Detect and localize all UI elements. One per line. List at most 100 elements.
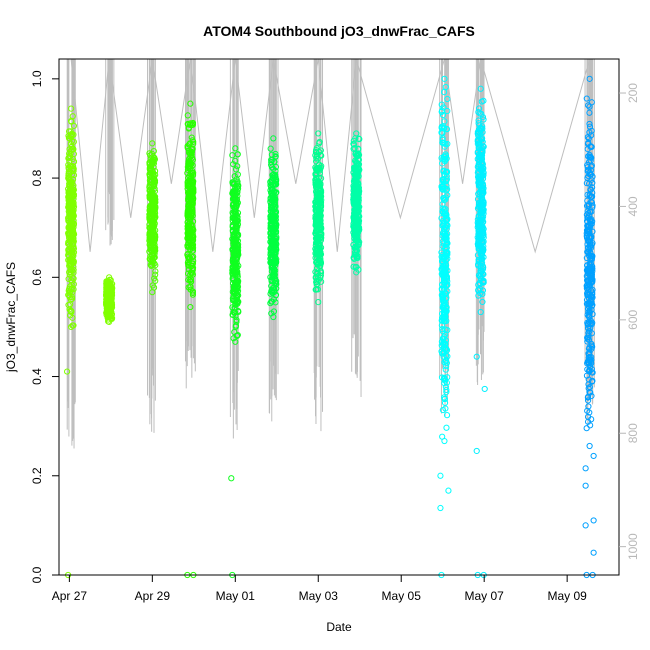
data-point xyxy=(439,229,447,237)
data-point xyxy=(352,150,360,157)
y-tick-label: 0.6 xyxy=(30,269,44,286)
y-right-tick-label: 1000 xyxy=(626,533,640,560)
data-point xyxy=(186,141,193,148)
x-tick-label: Apr 29 xyxy=(135,589,171,603)
data-point xyxy=(316,140,323,147)
data-point xyxy=(586,171,594,178)
data-point xyxy=(269,209,276,217)
data-point xyxy=(588,342,595,349)
data-point xyxy=(65,239,72,246)
data-point xyxy=(269,289,276,296)
data-point xyxy=(443,168,451,175)
data-point xyxy=(187,193,194,200)
data-point-max xyxy=(106,274,113,281)
data-point xyxy=(229,246,236,253)
data-series xyxy=(63,105,78,579)
data-point xyxy=(185,164,192,171)
data-point xyxy=(233,289,240,297)
data-point xyxy=(350,198,357,205)
chart-title: ATOM4 Southbound jO3_dnwFrac_CAFS xyxy=(203,23,475,39)
x-tick-label: May 09 xyxy=(547,589,587,603)
data-point-outlier xyxy=(582,522,589,529)
data-point xyxy=(229,202,237,209)
data-point xyxy=(477,125,484,132)
data-point xyxy=(583,296,591,304)
data-point xyxy=(355,150,362,157)
data-point xyxy=(440,302,447,310)
data-point xyxy=(152,213,159,220)
data-point xyxy=(314,190,321,197)
altitude-transit-line xyxy=(234,58,274,218)
data-point xyxy=(439,295,447,302)
data-point xyxy=(148,162,155,169)
data-point xyxy=(65,154,73,161)
data-point xyxy=(355,184,362,192)
data-point xyxy=(588,216,595,223)
data-point xyxy=(189,291,196,298)
data-point xyxy=(233,267,240,274)
data-point xyxy=(66,226,73,233)
data-point xyxy=(439,129,446,137)
data-point xyxy=(589,278,596,285)
data-point xyxy=(439,186,446,193)
data-point xyxy=(439,177,446,184)
data-point xyxy=(146,221,153,228)
data-point xyxy=(480,264,487,271)
data-point xyxy=(475,281,482,288)
data-point xyxy=(438,107,446,114)
data-point xyxy=(588,199,596,206)
data-point xyxy=(184,242,191,249)
data-point xyxy=(68,188,75,196)
data-point xyxy=(351,144,358,152)
data-point xyxy=(586,120,593,128)
data-point-max xyxy=(586,75,593,82)
data-point xyxy=(313,277,320,284)
data-point-min xyxy=(353,269,360,276)
data-point xyxy=(271,172,278,180)
data-point xyxy=(189,154,196,162)
data-point xyxy=(147,227,154,234)
data-point xyxy=(586,169,593,176)
data-point xyxy=(229,152,236,159)
data-point xyxy=(186,121,194,129)
data-point xyxy=(268,185,276,193)
data-point xyxy=(185,210,192,217)
data-point xyxy=(317,185,324,192)
data-point xyxy=(230,335,237,342)
data-point xyxy=(272,245,279,252)
data-point xyxy=(270,200,277,207)
data-point xyxy=(354,183,361,190)
data-point xyxy=(478,224,486,231)
data-point xyxy=(312,148,320,156)
data-point-min xyxy=(106,318,113,326)
data-point xyxy=(70,150,78,158)
data-point-outlier xyxy=(437,504,444,512)
data-point xyxy=(65,287,72,294)
data-point xyxy=(586,109,593,116)
data-point xyxy=(350,137,357,144)
data-series xyxy=(184,100,197,579)
data-point xyxy=(317,225,324,233)
data-point xyxy=(66,283,73,290)
altitude-transit-line xyxy=(108,58,153,218)
data-point xyxy=(479,287,487,294)
data-point xyxy=(70,122,78,130)
data-point xyxy=(353,236,360,243)
data-point xyxy=(234,281,241,288)
data-point xyxy=(187,271,194,278)
data-point xyxy=(583,233,590,240)
data-point xyxy=(317,152,324,159)
data-point xyxy=(476,285,483,292)
data-point xyxy=(149,251,156,258)
data-point xyxy=(441,153,448,160)
altitude-transit-line xyxy=(355,58,445,220)
data-point xyxy=(234,248,241,255)
data-point-max xyxy=(270,135,277,142)
data-point-outlier xyxy=(590,517,597,524)
data-point xyxy=(317,267,324,275)
data-point xyxy=(147,152,154,159)
data-point xyxy=(189,185,196,192)
data-point-max xyxy=(315,130,322,137)
data-point xyxy=(479,298,486,306)
